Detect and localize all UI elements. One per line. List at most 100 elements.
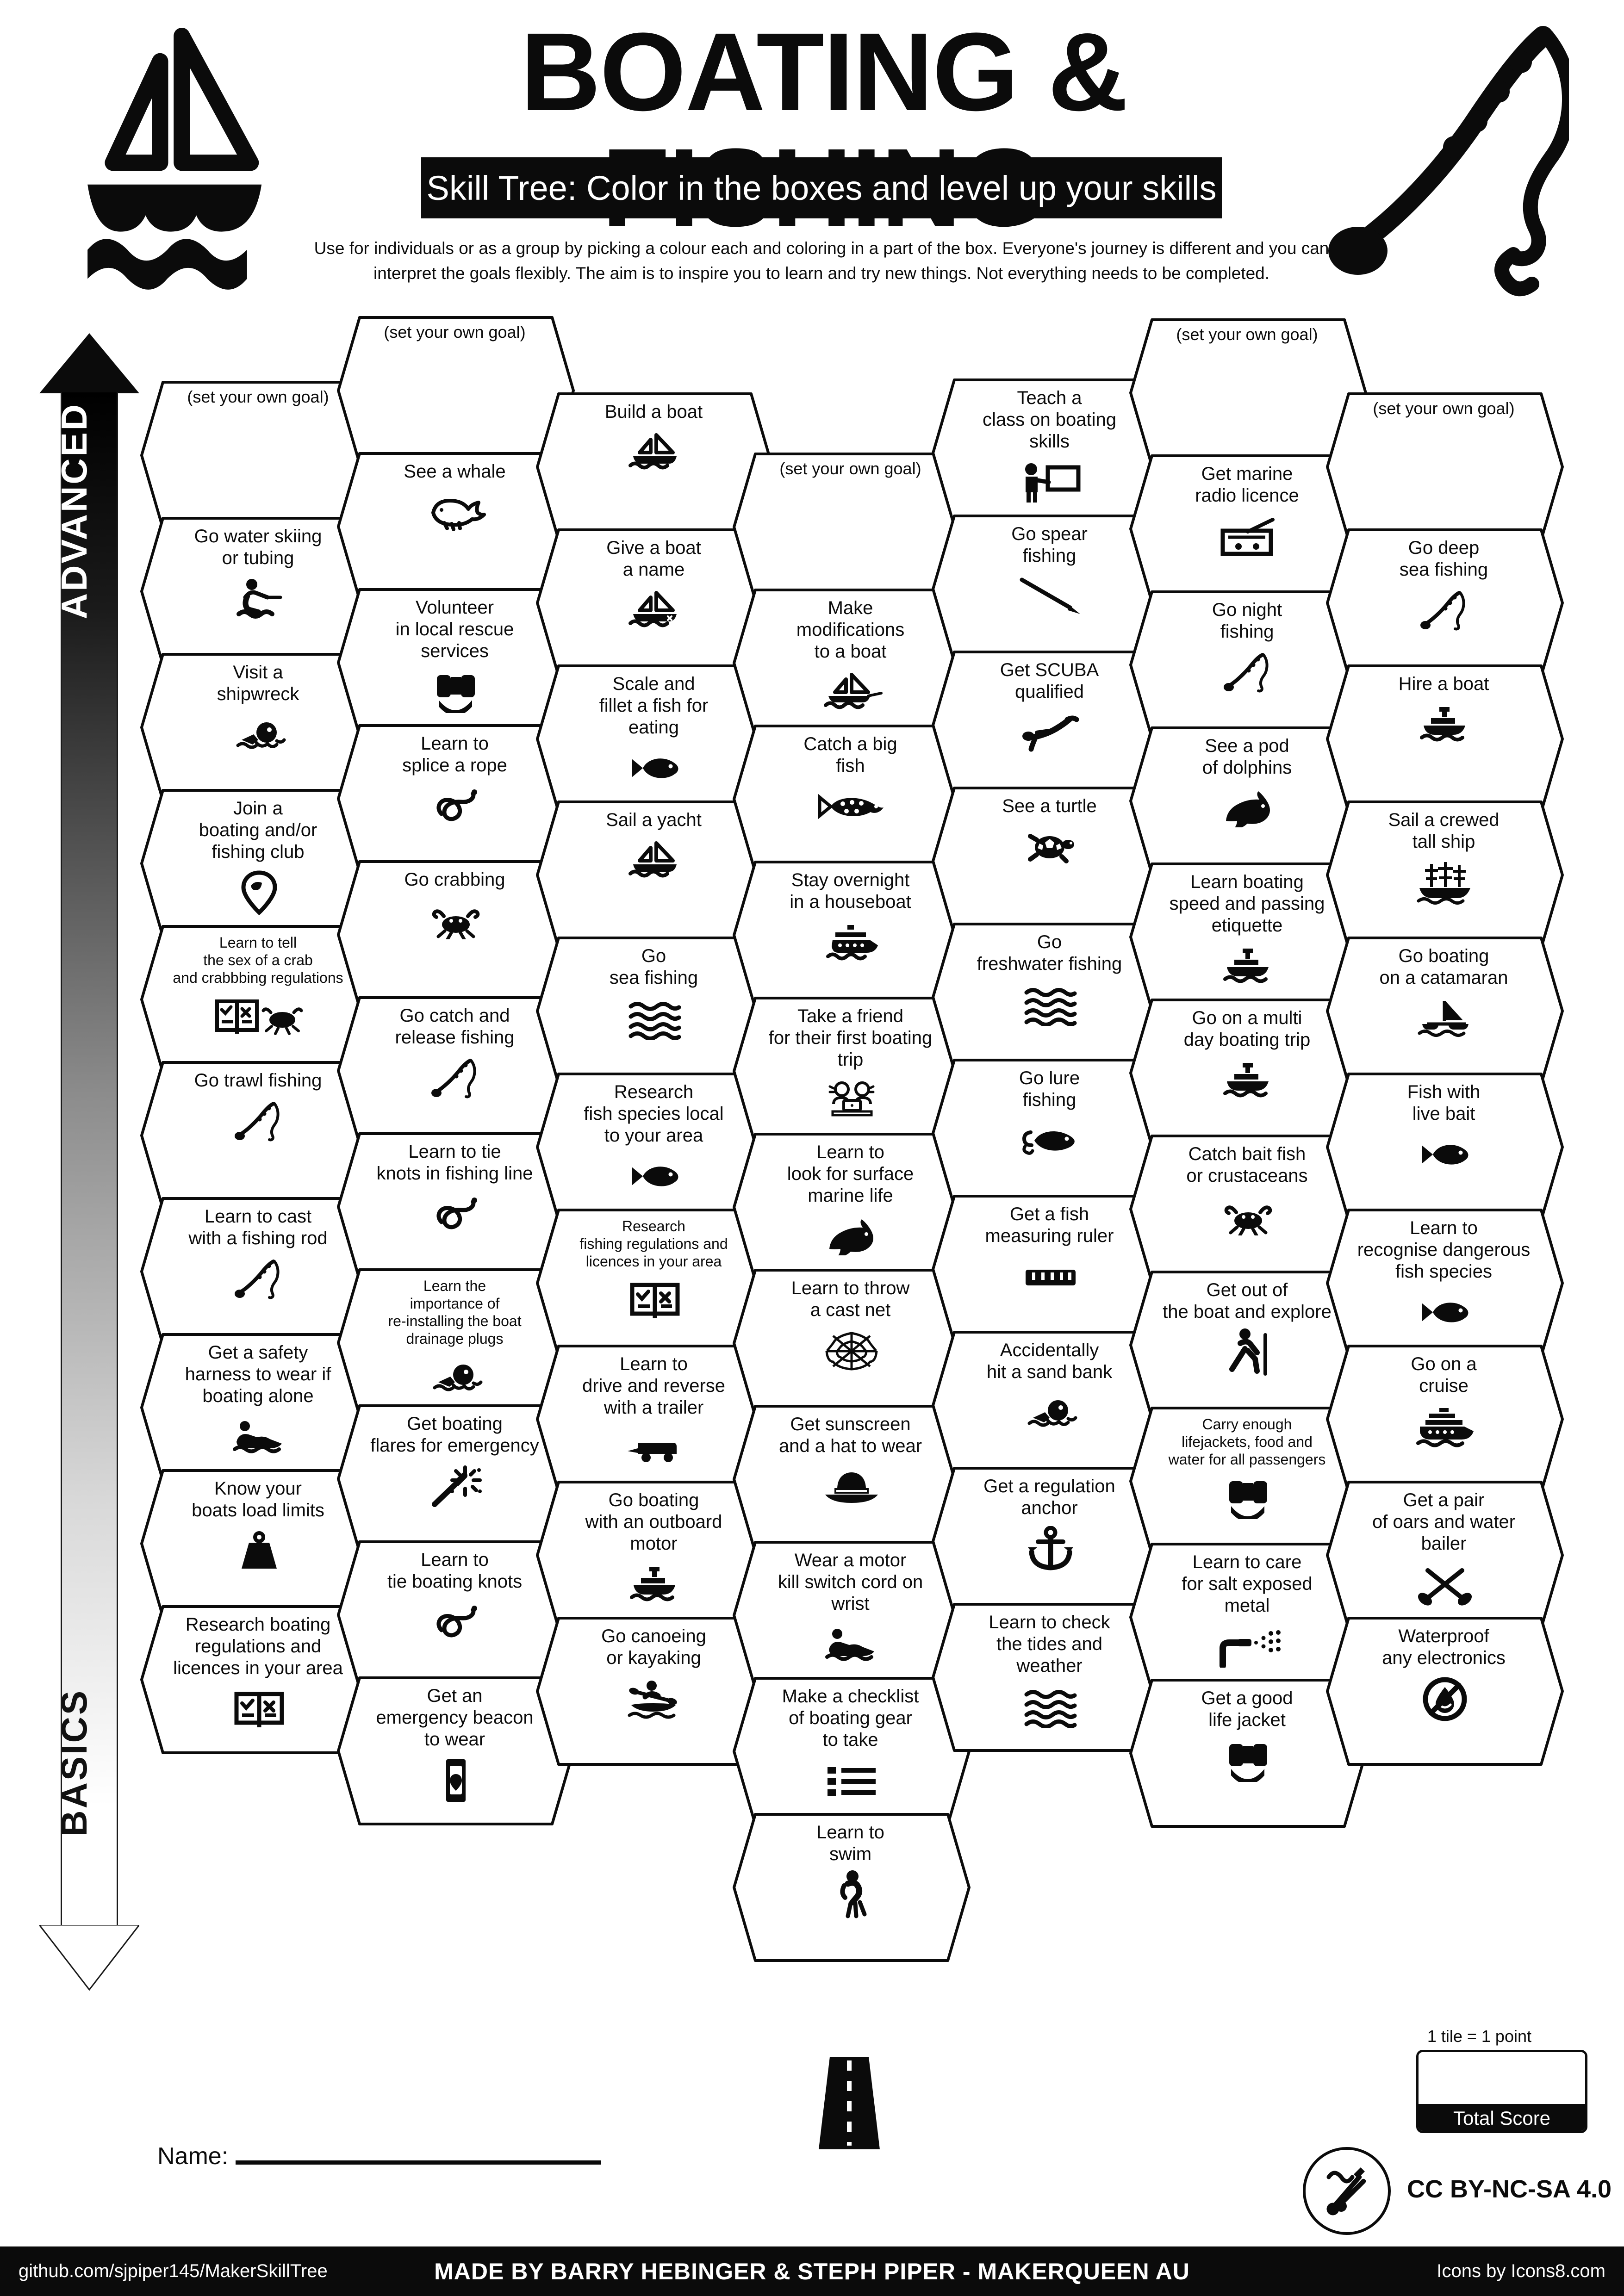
skill-tile[interactable]: Build a boat <box>535 391 775 543</box>
skill-tile[interactable]: Stay overnight in a houseboat <box>731 859 972 1011</box>
skill-tile-label: Get out of the boat and explore <box>1163 1280 1332 1322</box>
skill-tile-label: Research fishing regulations and licences … <box>579 1218 728 1270</box>
skill-tile-label: Stay overnight in a houseboat <box>790 870 911 912</box>
skill-tile-content: Get an emergency beacon to wear <box>359 1675 553 1827</box>
skill-tile[interactable]: Wear a motor kill switch cord on wrist <box>731 1539 972 1691</box>
skill-tile[interactable]: Get sunscreen and a hat to wear <box>731 1403 972 1555</box>
skill-tile-label: Get sunscreen and a hat to wear <box>778 1414 922 1456</box>
skill-tile[interactable]: Waterproof any electronics <box>1325 1615 1565 1767</box>
skill-tile[interactable]: See a whale <box>336 451 576 602</box>
skill-tile[interactable]: Research boating regulations and licences … <box>139 1604 380 1756</box>
skill-tile-label: Join a boating and/or fishing club <box>199 798 317 862</box>
skill-tile-content: Learn the importance of re-installing the … <box>359 1267 553 1419</box>
skill-tile[interactable]: Get SCUBA qualified <box>930 649 1171 801</box>
skill-tile[interactable]: Go on a multi day boating trip <box>1128 997 1369 1149</box>
skill-tile-label: Go boating on a catamaran <box>1379 946 1508 988</box>
skill-tile[interactable]: Make modifications to a boat <box>731 587 972 739</box>
skill-tile[interactable]: Sail a crewed tall ship <box>1325 799 1565 951</box>
skill-tile[interactable]: Get boating flares for emergency <box>336 1403 576 1555</box>
jetski-icon <box>229 1412 289 1463</box>
skill-tile[interactable]: Learn to throw a cast net <box>731 1267 972 1419</box>
skill-tile[interactable]: Learn to cast with a fishing rod <box>139 1196 380 1347</box>
skill-tile[interactable]: Take a friend for their first boating trip <box>731 995 972 1147</box>
name-input-line[interactable] <box>236 2160 602 2165</box>
lure-fish-icon <box>1020 1116 1081 1167</box>
skill-tile-label: Take a friend for their first boating trip <box>768 1006 933 1070</box>
skill-tile[interactable]: Learn to swim <box>731 1812 972 1963</box>
skill-tile-label: Learn to tell the sex of a crab and crabbb… <box>173 934 343 986</box>
footer-icon-credit[interactable]: Icons by Icons8.com <box>1437 2261 1605 2281</box>
skill-tile-content: Learn to care for salt exposed metal <box>1151 1541 1345 1693</box>
skill-tile[interactable]: Go boating on a catamaran <box>1325 935 1565 1087</box>
skill-tile[interactable]: Learn the importance of re-installing the … <box>336 1267 576 1419</box>
skill-tile[interactable]: Carry enough lifejackets, food and water f… <box>1128 1405 1369 1557</box>
skill-tile[interactable]: Go on a cruise <box>1325 1343 1565 1495</box>
license-text: CC BY-NC-SA 4.0 <box>1407 2175 1612 2203</box>
knot-icon <box>430 781 481 832</box>
skill-tile-content: Go spear fishing <box>953 513 1148 665</box>
skill-tile[interactable]: Go catch and release fishing <box>336 995 576 1147</box>
fish-icon <box>627 1151 683 1202</box>
skill-tile-content: Get a good life jacket <box>1151 1677 1345 1829</box>
skill-tile-label: Get a good life jacket <box>1201 1688 1293 1730</box>
jetski-icon <box>821 1620 882 1670</box>
skill-tile[interactable]: Learn to recognise dangerous fish species <box>1325 1207 1565 1359</box>
skill-tile[interactable]: Learn to drive and reverse with a trailer <box>535 1343 775 1495</box>
skill-tile[interactable]: Get out of the boat and explore <box>1128 1269 1369 1421</box>
sailboat-icon <box>625 836 685 887</box>
skill-tile[interactable]: Get an emergency beacon to wear <box>336 1675 576 1827</box>
skill-tile-label: Learn to drive and reverse with a trailer <box>582 1354 726 1418</box>
skill-tile-label: Go sea fishing <box>609 946 698 988</box>
fish-icon <box>627 743 683 794</box>
skill-tile[interactable]: Get a safety harness to wear if boating al… <box>139 1332 380 1483</box>
skill-tile[interactable]: Learn boating speed and passing etiquette <box>1128 861 1369 1013</box>
footer-repo-link[interactable]: github.com/sjpiper145/MakerSkillTree <box>19 2261 328 2281</box>
skill-tile[interactable]: Learn to care for salt exposed metal <box>1128 1541 1369 1693</box>
skill-tile-content: Volunteer in local rescue services <box>359 587 553 738</box>
skill-tile-label: Learn to throw a cast net <box>791 1278 910 1320</box>
skill-tile[interactable]: Learn to look for surface marine life <box>731 1131 972 1283</box>
skill-tile-content: Get out of the boat and explore <box>1151 1269 1345 1421</box>
skill-tile-content: Learn to recognise dangerous fish species <box>1348 1207 1542 1359</box>
level-axis: ADVANCED BASICS <box>39 333 141 2064</box>
skill-tile[interactable]: Get a pair of oars and water bailer <box>1325 1479 1565 1631</box>
skill-tile[interactable]: (set your own goal) <box>1325 391 1565 543</box>
skill-tile-content: Learn to tie knots in fishing line <box>359 1131 553 1283</box>
crab-icon <box>1220 1191 1276 1242</box>
skill-tile[interactable]: Go crabbing <box>336 859 576 1011</box>
name-field[interactable]: Name: <box>157 2142 602 2170</box>
radio-icon <box>1218 511 1278 562</box>
skill-tile-label: Catch bait fish or crustaceans <box>1186 1144 1308 1186</box>
skill-tile-content: Go catch and release fishing <box>359 995 553 1147</box>
skill-tile-content: Know your boats load limits <box>162 1468 356 1620</box>
skill-tile[interactable]: Fish with live bait <box>1325 1071 1565 1223</box>
skill-tile[interactable]: Hire a boat <box>1325 663 1565 815</box>
skill-tile-content: (set your own goal) <box>1151 317 1345 469</box>
skill-tile-label: Learn to cast with a fishing rod <box>188 1206 328 1248</box>
skill-tile-content: Get a safety harness to wear if boating al… <box>162 1332 356 1483</box>
ruler-icon <box>1023 1252 1078 1303</box>
octopus-icon <box>1023 1388 1078 1439</box>
skill-tile-content: Give a boat a name <box>558 527 752 679</box>
skill-tile[interactable]: (set your own goal) <box>1128 317 1369 469</box>
skill-tile[interactable]: Get a good life jacket <box>1128 1677 1369 1829</box>
score-input-area[interactable] <box>1419 2052 1585 2104</box>
skill-tile-content: Teach a class on boating skills <box>953 377 1148 529</box>
skill-tile[interactable]: Get a regulation anchor <box>930 1465 1171 1617</box>
skill-tile[interactable]: Join a boating and/or fishing club <box>139 788 380 939</box>
skill-tile-label: Wear a motor kill switch cord on wrist <box>778 1550 923 1614</box>
total-score-box[interactable]: Total Score <box>1416 2050 1587 2133</box>
skill-tile[interactable]: Research fishing regulations and licences … <box>535 1207 775 1359</box>
skill-tile[interactable]: Go trawl fishing <box>139 1060 380 1211</box>
skill-tile[interactable]: Go deep sea fishing <box>1325 527 1565 679</box>
skill-tile[interactable]: See a turtle <box>930 785 1171 937</box>
skill-tile-label: Learn to splice a rope <box>402 733 507 776</box>
dolphin-icon <box>824 1211 879 1262</box>
skill-tile-label: Learn to swim <box>816 1822 884 1864</box>
skill-tile-label: Learn to care for salt exposed metal <box>1182 1552 1313 1616</box>
skill-tile[interactable]: Know your boats load limits <box>139 1468 380 1620</box>
skill-tile-content: Make a checklist of boating gear to take <box>754 1675 949 1827</box>
skill-tile[interactable]: Catch bait fish or crustaceans <box>1128 1133 1369 1285</box>
octopus-icon <box>428 1352 484 1403</box>
skill-tile[interactable]: Scale and fillet a fish for eating <box>535 663 775 815</box>
